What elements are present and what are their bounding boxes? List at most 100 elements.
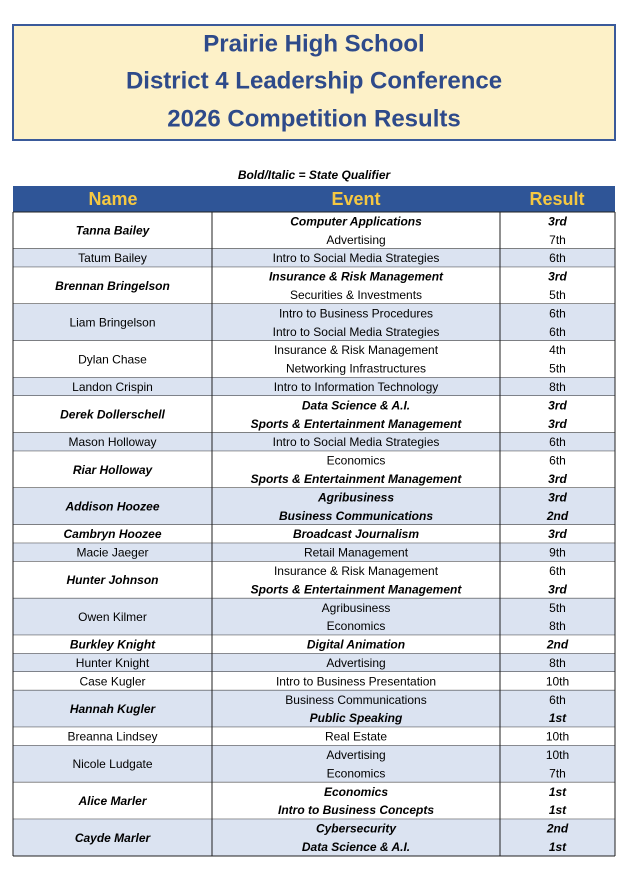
row-bg [13,451,615,488]
result: 3rd [548,398,567,412]
row-bg [13,267,615,304]
student-name: Alice Marler [77,794,147,808]
event-name: Securities & Investments [290,288,422,302]
result: 1st [549,803,567,817]
student-name: Tatum Bailey [78,251,147,265]
event-name: Economics [324,785,388,799]
result: 7th [549,766,566,780]
title-line: Prairie High School [203,30,424,57]
row-bg [13,561,615,599]
result: 6th [549,564,566,578]
result: 3rd [548,582,567,596]
student-name: Breanna Lindsey [67,730,157,744]
event-name: Business Communications [279,509,433,523]
student-name: Hunter Johnson [67,573,159,587]
event-name: Broadcast Journalism [293,527,419,541]
event-name: Insurance & Risk Management [269,270,444,284]
event-name: Agribusiness [322,601,391,615]
event-name: Intro to Social Media Strategies [273,325,440,339]
row-bg [13,598,615,636]
row-bg [13,672,615,691]
result: 8th [549,619,566,633]
event-name: Networking Infrastructures [286,362,426,376]
row-bg [13,212,615,249]
event-name: Intro to Business Procedures [279,306,433,320]
result: 6th [549,306,566,320]
row-bg [13,432,615,452]
student-name: Derek Dollerschell [60,408,165,422]
result: 6th [549,693,566,707]
event-name: Real Estate [325,730,387,744]
student-name: Landon Crispin [72,380,153,394]
event-name: Business Communications [285,693,426,707]
result: 3rd [548,472,567,486]
event-name: Intro to Information Technology [274,380,439,394]
result: 3rd [548,490,567,504]
student-name: Liam Bringelson [69,316,155,330]
event-name: Intro to Business Concepts [278,803,434,817]
row-bg [13,727,615,746]
row-bg [13,304,615,341]
row-bg [13,340,615,378]
row-bg [13,745,615,783]
student-name: Case Kugler [79,674,145,688]
student-name: Hunter Knight [76,656,150,670]
result: 3rd [548,270,567,284]
result: 3rd [548,214,567,228]
header-box [12,24,616,141]
row-bg [13,819,615,856]
event-name: Economics [327,766,386,780]
result: 7th [549,233,566,247]
event-name: Digital Animation [307,638,405,652]
event-name: Sports & Entertainment Management [251,417,463,431]
row-bg [13,488,615,525]
student-name: Riar Holloway [73,463,154,477]
student-name: Burkley Knight [70,638,156,652]
event-name: Data Science & A.I. [302,398,410,412]
row-bg [13,248,615,268]
result: 9th [549,546,566,560]
result: 5th [549,362,566,376]
result: 3rd [548,417,567,431]
student-name: Addison Hoozee [64,500,159,514]
result: 3rd [548,527,567,541]
result: 2nd [546,822,569,836]
event-name: Agribusiness [317,490,394,504]
student-name: Macie Jaeger [76,546,148,560]
event-name: Computer Applications [290,214,422,228]
result: 1st [549,840,567,854]
row-bg [13,377,615,396]
row-bg [13,396,615,433]
result: 1st [549,711,567,725]
result: 10th [546,748,569,762]
table-header [13,186,615,212]
event-name: Advertising [326,748,385,762]
column-header: Result [529,189,584,209]
result: 6th [549,325,566,339]
result: 2nd [546,509,569,523]
event-name: Sports & Entertainment Management [251,582,463,596]
row-bg [13,653,615,672]
result: 6th [549,435,566,449]
row-bg [13,543,615,562]
result: 5th [549,288,566,302]
table-body: Tanna Bailey Computer Applications 3rd Adve… [12,211,616,857]
result: 6th [549,454,566,468]
event-name: Cybersecurity [316,822,397,836]
result: 2nd [546,638,569,652]
column-header: Name [88,189,137,209]
student-name: Dylan Chase [78,352,147,366]
row-bg [13,635,615,654]
column-header: Event [331,189,380,209]
result: 6th [549,251,566,265]
event-name: Sports & Entertainment Management [251,472,463,486]
result: 8th [549,380,566,394]
event-name: Public Speaking [310,711,403,725]
result: 5th [549,601,566,615]
event-name: Economics [327,619,386,633]
student-name: Cambryn Hoozee [63,527,161,541]
student-name: Nicole Ludgate [72,757,152,771]
result: 1st [549,785,567,799]
student-name: Mason Holloway [68,435,156,449]
